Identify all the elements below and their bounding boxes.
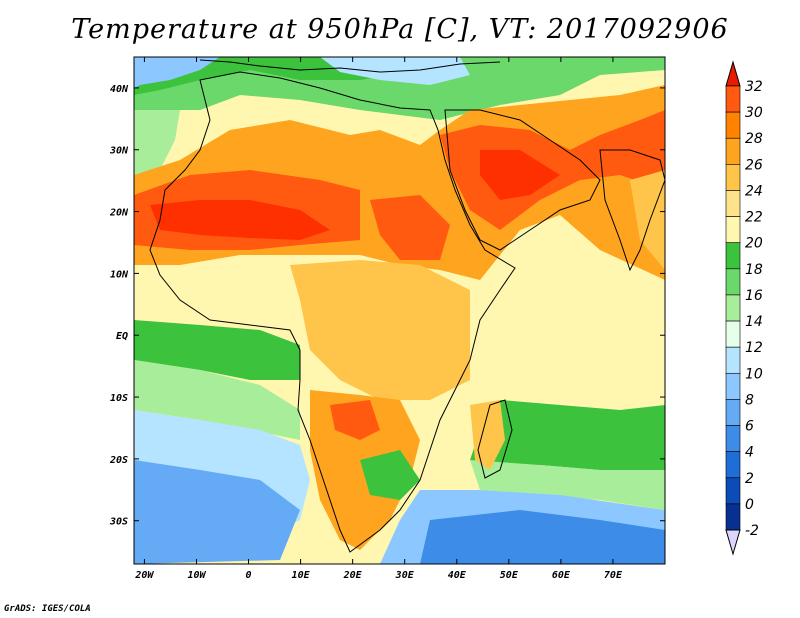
lon-tick-label: 50E: [500, 570, 519, 581]
colorbar-label: 4: [745, 445, 754, 461]
lat-tick-label: 40N: [110, 84, 129, 95]
field-indian-green: [470, 400, 665, 470]
lat-tick-label: 30N: [109, 146, 129, 157]
colorbar-swatch: [725, 190, 741, 217]
field-angola-hot: [330, 400, 380, 440]
colorbar-label: 14: [745, 314, 763, 330]
colorbar-label: 8: [745, 392, 754, 408]
field-india-mild: [630, 170, 665, 270]
colorbar-label: -2: [745, 523, 759, 539]
colorbar-top-arrow: [725, 60, 741, 87]
lon-tick-label: 10W: [187, 570, 206, 581]
colorbar-swatch: [725, 372, 741, 400]
longitude-axis: 20W 10W 0 10E 20E 30E 40E 50E 60E 70E: [134, 57, 623, 581]
colorbar-label: 16: [745, 288, 763, 304]
field-northwest-blue: [134, 57, 220, 88]
field-gulf-guinea-green: [134, 320, 300, 380]
colorbar-label: 0: [745, 497, 754, 513]
lat-tick-label: 10S: [110, 393, 128, 404]
colorbar-swatch: [725, 268, 741, 296]
colorbar-swatch: [725, 399, 741, 426]
lon-tick-label: 0: [246, 570, 252, 581]
field-south-atlantic-blue: [134, 460, 300, 564]
colorbar-label: 22: [745, 210, 763, 226]
colorbar-swatch: [725, 242, 741, 270]
colorbar-bottom-arrow: [725, 529, 741, 556]
field-atlantic-north: [134, 110, 180, 175]
field-indian-light: [470, 460, 665, 510]
madagascar-coastline: [477, 399, 513, 479]
lon-tick-label: 30E: [395, 570, 415, 581]
lat-tick-label: EQ: [116, 331, 128, 342]
colorbar-label: 18: [745, 262, 763, 278]
lon-tick-label: 70E: [604, 570, 623, 581]
field-south-east-green: [360, 450, 420, 500]
credit-label: GrADS: IGES/COLA: [4, 604, 91, 614]
colorbar-label: 6: [745, 419, 754, 435]
field-arabia-red: [440, 110, 665, 230]
map-frame: [133, 56, 666, 565]
colorbar-label: 12: [745, 340, 763, 356]
lon-tick-label: 20E: [343, 570, 363, 581]
india-coastline: [599, 149, 665, 272]
colorbar-label: 2: [745, 471, 754, 487]
colorbar-swatch: [725, 85, 741, 113]
lat-tick-label: 20S: [109, 455, 128, 466]
lon-tick-label: 10E: [292, 570, 311, 581]
colorbar-label: 10: [745, 366, 763, 382]
lon-tick-label: 20W: [134, 570, 154, 581]
lat-tick-label: 30S: [109, 517, 128, 528]
colorbar-swatch: [725, 216, 741, 244]
lon-tick-label: 60E: [552, 570, 571, 581]
colorbar-swatch: [725, 503, 741, 531]
lat-tick-label: 10N: [110, 269, 129, 280]
chart-title: Temperature at 950hPa [C], VT: 201709290…: [71, 14, 729, 45]
field-south-atlantic-light: [134, 360, 300, 440]
colorbar-label: 28: [745, 131, 763, 147]
colorbar-label: 24: [745, 183, 763, 199]
colorbar-swatch: [725, 164, 741, 191]
colorbar-label: 26: [745, 157, 763, 173]
field-arabia-hot: [480, 150, 560, 200]
colorbar-swatch: [725, 137, 741, 165]
field-southern-ocean-deep: [420, 510, 665, 564]
field-sahel-hot: [150, 200, 330, 240]
temperature-field: [134, 57, 665, 564]
colorbar-swatch: [725, 477, 741, 505]
europe-coastline: [199, 59, 501, 73]
colorbar-label: 20: [745, 236, 763, 252]
colorbar-swatch: [725, 451, 741, 479]
arabia-coastline: [444, 109, 601, 251]
colorbar-label: 30: [745, 105, 763, 121]
colorbar-swatch: [725, 294, 741, 322]
field-sudan-red: [370, 195, 450, 260]
lon-tick-label: 40E: [448, 570, 467, 581]
latitude-axis: 40N 30N 20N 10N EQ 10S 20S 30S: [109, 84, 665, 528]
colorbar-swatch: [725, 425, 741, 452]
colorbar-label: 32: [745, 79, 763, 95]
colorbar-swatch: [725, 320, 741, 348]
field-central-africa: [290, 260, 470, 400]
coastlines: [149, 59, 665, 553]
colorbar-swatch: [725, 111, 741, 139]
colorbar-swatch: [725, 346, 741, 374]
lat-tick-label: 20N: [109, 208, 129, 219]
africa-coastline: [149, 71, 516, 553]
